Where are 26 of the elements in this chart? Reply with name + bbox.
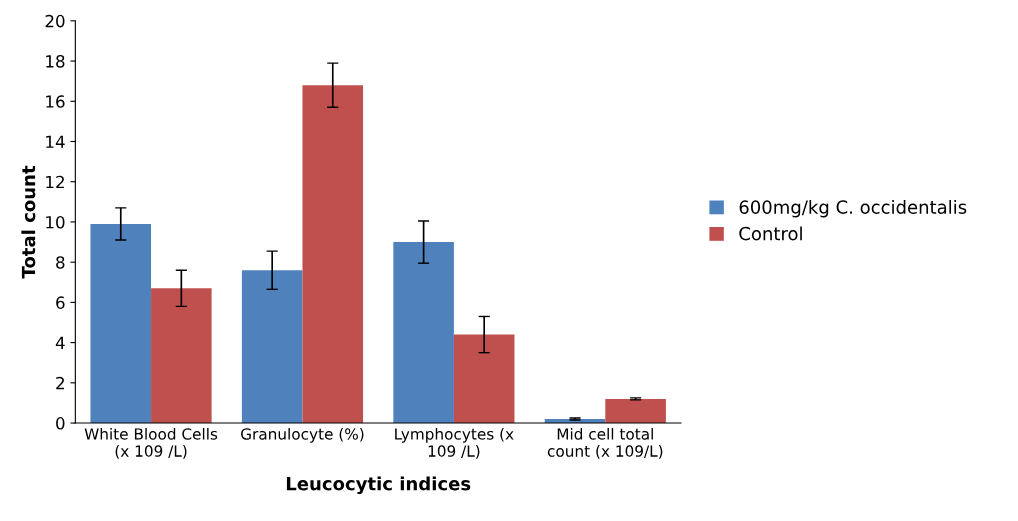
bar <box>453 334 515 424</box>
y-tick-label: 2 <box>56 376 64 390</box>
y-tick-label: 4 <box>55 336 65 349</box>
bar <box>302 85 364 424</box>
y-tick-label: 18 <box>46 55 65 68</box>
x-tick-label: White Blood Cells (x 109 /L) <box>84 427 218 459</box>
legend-label: Control <box>739 226 802 241</box>
bar <box>605 398 666 424</box>
bar <box>151 288 212 424</box>
y-tick-label: 6 <box>56 296 65 309</box>
x-tick-label: Lymphocytes (x 109 /L) <box>395 427 514 459</box>
y-axis-title: Total count <box>21 165 36 279</box>
y-tick-label: 14 <box>46 135 65 148</box>
y-tick-label: 20 <box>45 14 65 28</box>
x-tick-label: Mid cell total count (x 109/L) <box>547 427 663 459</box>
y-tick-label: 0 <box>56 417 65 430</box>
bar <box>393 242 454 424</box>
y-tick-label: 10 <box>46 215 65 229</box>
legend-label: 600mg/kg C. occidentalis <box>739 199 967 218</box>
y-tick-label: 8 <box>56 256 65 269</box>
bar <box>90 223 152 424</box>
y-tick-label: 16 <box>46 95 65 108</box>
y-tick-label: 12 <box>46 175 64 189</box>
bar <box>241 270 303 424</box>
x-axis-title: Leucocytic indices <box>286 476 471 495</box>
x-tick-label: Granulocyte (%) <box>241 427 364 443</box>
